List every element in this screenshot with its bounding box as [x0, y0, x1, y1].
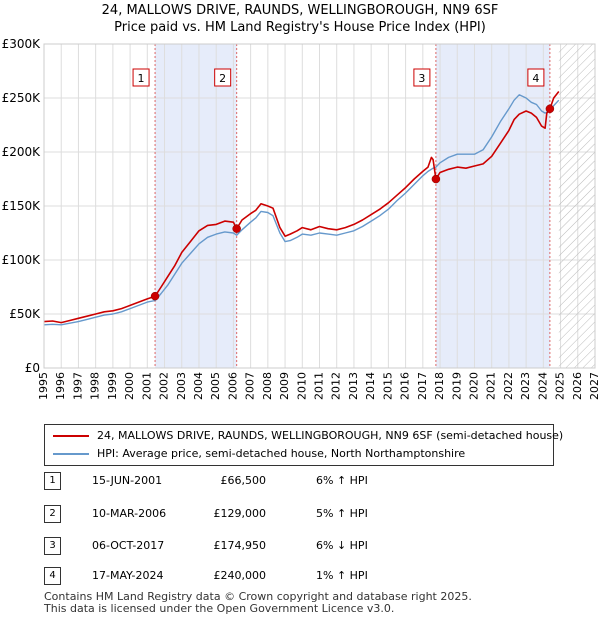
x-tick-label: 1997	[71, 372, 84, 400]
y-tick-label: £200K	[2, 145, 42, 159]
y-tick-label: £50K	[9, 307, 41, 321]
x-tick-label: 2021	[485, 372, 498, 400]
transaction-date: 10-MAR-2006	[92, 507, 167, 520]
x-tick-label: 2014	[364, 372, 377, 400]
sale-point-4	[545, 104, 555, 114]
x-tick-label: 2015	[381, 372, 394, 400]
legend-item-property: 24, MALLOWS DRIVE, RAUNDS, WELLINGBOROUG…	[53, 427, 563, 445]
future-hatch-area	[558, 44, 595, 368]
legend-swatch-property	[53, 435, 89, 437]
x-tick-label: 2004	[192, 372, 205, 400]
x-tick-label: 2003	[175, 372, 188, 400]
hpi-line	[44, 94, 560, 326]
footer-copyright: Contains HM Land Registry data © Crown c…	[44, 590, 472, 603]
marker-4-label: 4	[532, 72, 539, 85]
x-tick-label: 1995	[37, 372, 50, 400]
marker-4-box	[527, 68, 545, 87]
legend: 24, MALLOWS DRIVE, RAUNDS, WELLINGBOROUG…	[44, 424, 563, 466]
transaction-date: 17-MAY-2024	[92, 569, 164, 582]
x-tick-label: 2008	[261, 372, 274, 400]
x-tick-label: 2026	[571, 372, 584, 400]
x-tick-label: 2005	[209, 372, 222, 400]
x-tick-label: 2009	[278, 372, 291, 400]
y-tick-label: £0	[25, 361, 40, 375]
transaction-number-badge: 3	[44, 537, 61, 555]
y-tick-label: £300K	[2, 37, 42, 51]
transaction-hpi: 5% ↑ HPI	[316, 507, 368, 520]
chart-subtitle: Price paid vs. HM Land Registry's House …	[114, 20, 486, 35]
x-tick-label: 2024	[536, 372, 549, 400]
plot-border	[43, 43, 596, 369]
footer-licence: This data is licensed under the Open Gov…	[44, 602, 395, 615]
marker-3-label: 3	[418, 72, 425, 85]
x-tick-label: 1998	[89, 372, 102, 400]
transaction-hpi: 1% ↑ HPI	[316, 569, 368, 582]
x-tick-label: 2010	[295, 372, 308, 400]
transaction-hpi: 6% ↓ HPI	[316, 539, 368, 552]
x-tick-label: 2007	[244, 372, 257, 400]
legend-label-property: 24, MALLOWS DRIVE, RAUNDS, WELLINGBOROUG…	[97, 429, 564, 442]
transaction-number-badge: 1	[44, 472, 61, 490]
transaction-price: £240,000	[213, 569, 267, 582]
x-tick-label: 2027	[588, 372, 600, 400]
x-tick-label: 2012	[330, 372, 343, 400]
x-tick-label: 2001	[140, 372, 153, 400]
legend-item-hpi: HPI: Average price, semi-detached house,…	[53, 445, 465, 463]
sale-point-2	[232, 224, 241, 233]
x-tick-label: 2025	[554, 372, 567, 400]
x-tick-label: 2022	[502, 372, 515, 400]
marker-2-label: 2	[219, 72, 226, 85]
marker-2-box	[214, 68, 232, 87]
transaction-price: £66,500	[220, 474, 267, 487]
legend-label-hpi: HPI: Average price, semi-detached house,…	[97, 447, 466, 460]
transaction-hpi: 6% ↑ HPI	[316, 474, 368, 487]
transaction-number-badge: 2	[44, 505, 61, 523]
marker-1-label: 1	[138, 72, 145, 85]
x-tick-label: 1996	[54, 372, 67, 400]
y-tick-label: £150K	[2, 199, 42, 213]
x-tick-label: 2023	[519, 372, 532, 400]
x-tick-label: 2011	[313, 372, 326, 400]
transaction-date: 15-JUN-2001	[92, 474, 163, 487]
transaction-date: 06-OCT-2017	[92, 539, 165, 552]
y-tick-label: £250K	[2, 91, 42, 105]
chart-title: 24, MALLOWS DRIVE, RAUNDS, WELLINGBOROUG…	[101, 3, 499, 18]
x-tick-label: 2018	[433, 372, 446, 400]
x-tick-label: 2013	[347, 372, 360, 400]
x-tick-label: 2020	[467, 372, 480, 400]
price-chart: 1 2 3 4 £0 £50K £100K £150K £200K £250K £300K 199…	[2, 37, 600, 400]
x-tick-label: 2002	[158, 372, 171, 400]
x-tick-label: 2000	[123, 372, 136, 400]
marker-1-box	[132, 68, 150, 87]
legend-swatch-hpi	[53, 453, 89, 455]
y-tick-label: £100K	[2, 253, 42, 267]
transaction-number-badge: 4	[44, 567, 61, 585]
property-price-line	[44, 91, 560, 324]
transaction-price: £129,000	[213, 507, 267, 520]
sale-point-1	[150, 291, 160, 301]
footer: Contains HM Land Registry data © Crown c…	[44, 591, 472, 615]
sale-point-3	[431, 174, 441, 184]
marker-3-box	[413, 68, 431, 87]
x-tick-label: 2017	[416, 372, 429, 400]
x-tick-label: 2016	[399, 372, 412, 400]
x-tick-label: 1999	[106, 372, 119, 400]
x-tick-label: 2019	[450, 372, 463, 400]
x-tick-label: 2006	[226, 372, 239, 400]
transaction-price: £174,950	[213, 539, 267, 552]
